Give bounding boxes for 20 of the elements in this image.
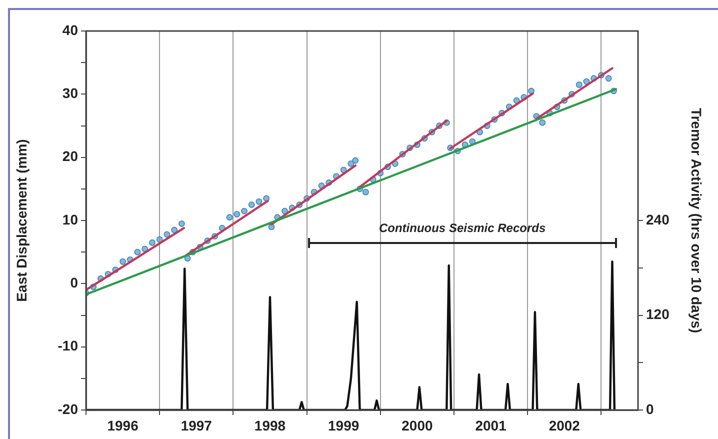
x-tick-label: 2001: [475, 417, 507, 434]
x-tick-label: 1999: [328, 417, 360, 434]
x-tick-label: 1996: [107, 417, 139, 434]
y-tick-label: -20: [58, 400, 78, 417]
y-tick-label: 30: [62, 85, 78, 102]
annotation: Continuous Seismic Records: [378, 221, 546, 236]
x-tick-label: 2000: [402, 417, 433, 434]
x-tick-label: 1998: [254, 417, 286, 434]
y2-tick-label: 0: [646, 400, 654, 417]
y-tick-label: 20: [62, 148, 78, 164]
x-tick-label: 2002: [548, 417, 580, 434]
y2-tick-label: 240: [646, 211, 670, 228]
y-tick-label: -10: [58, 338, 78, 354]
y-tick-label: 40: [62, 22, 78, 38]
y-axis-title: East Displacement (mm): [13, 139, 30, 302]
y2-tick-label: 120: [646, 306, 670, 322]
y-tick-label: 10: [62, 211, 78, 228]
y2-axis-title: Tremor Activity (hrs over 10 days): [688, 108, 705, 334]
x-tick-label: 1997: [180, 417, 212, 434]
y-tick-label: 0: [70, 274, 78, 291]
